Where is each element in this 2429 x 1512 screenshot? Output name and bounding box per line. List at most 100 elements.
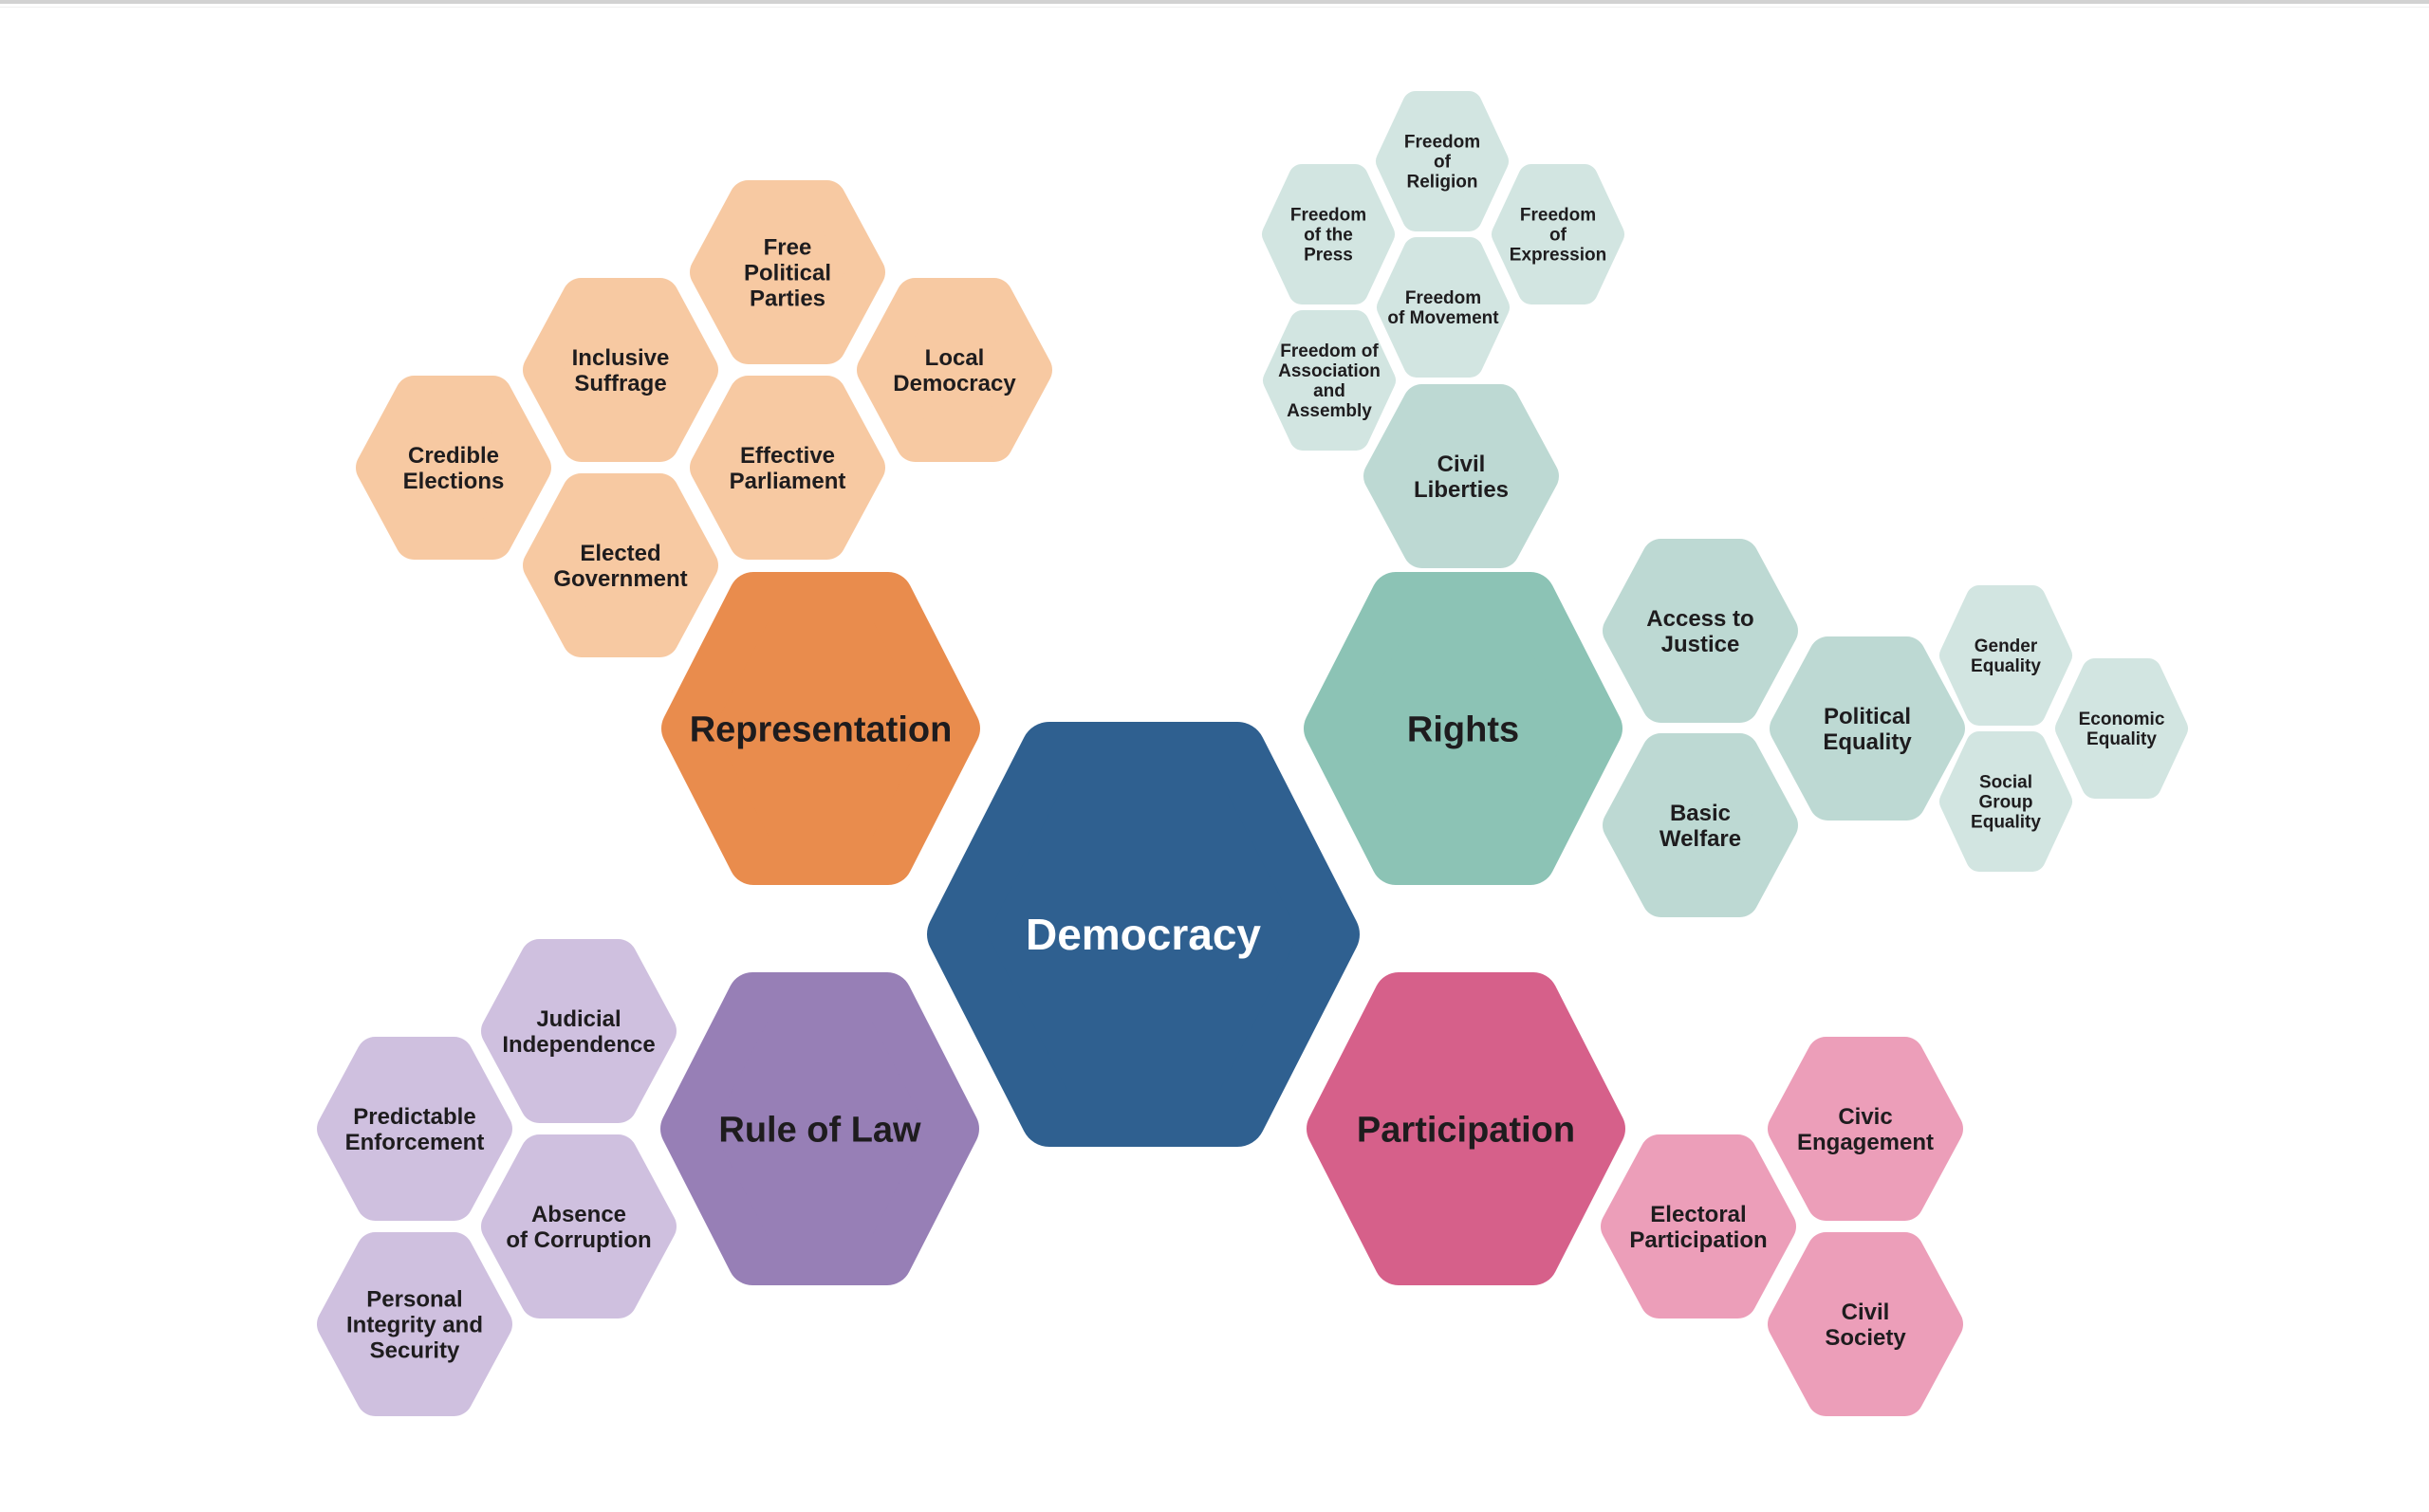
hex-elected-government-label: Elected Government: [553, 541, 687, 592]
hex-gender-equality-label-line-1: Equality: [1971, 656, 2041, 676]
hex-rights-shape: [1304, 572, 1622, 885]
hex-freedom-of-the-press-shape: [1262, 164, 1395, 304]
hex-local-democracy-label-line-0: Local: [925, 345, 985, 371]
hex-rights-label-line-0: Rights: [1407, 710, 1519, 749]
hex-gender-equality-label-line-0: Gender: [1975, 636, 2038, 656]
hex-local-democracy: Local Democracy: [857, 278, 1052, 462]
hex-personal-integrity-and-security-label-line-1: Integrity and: [346, 1312, 483, 1337]
hex-civic-engagement-shape: [1768, 1037, 1963, 1221]
hex-democracy-shape: [927, 722, 1360, 1147]
hex-credible-elections-label: Credible Elections: [403, 443, 505, 494]
hex-social-group-equality: Social Group Equality: [1939, 731, 2072, 872]
hex-free-political-parties-label: Free Political Parties: [744, 234, 831, 311]
hex-freedom-of-the-press-label-line-0: Freedom: [1290, 206, 1366, 226]
hex-economic-equality-label: Economic Equality: [2079, 710, 2165, 749]
hex-credible-elections: Credible Elections: [356, 376, 551, 560]
hex-basic-welfare-label: Basic Welfare: [1660, 801, 1741, 852]
hex-social-group-equality-label-line-0: Social: [1979, 773, 2032, 793]
hex-civil-liberties-shape: [1363, 384, 1559, 568]
hex-civil-liberties-label-line-1: Liberties: [1414, 477, 1509, 503]
hex-freedom-of-expression-label-line-1: of: [1549, 226, 1567, 246]
hex-rule-of-law-shape: [660, 972, 979, 1285]
hex-personal-integrity-and-security-label: Personal Integrity and Security: [346, 1286, 483, 1363]
hex-freedom-of-expression-shape: [1492, 164, 1624, 304]
hex-elected-government-label-line-1: Government: [553, 566, 687, 592]
hex-civil-society-label-line-1: Society: [1825, 1325, 1906, 1351]
hex-effective-parliament-shape: [690, 376, 885, 560]
hex-rights-label: Rights: [1407, 710, 1519, 749]
hex-electoral-participation-label-line-0: Electoral: [1650, 1202, 1746, 1227]
hex-democracy-label: Democracy: [1026, 910, 1261, 959]
hex-social-group-equality-label-line-1: Group: [1979, 793, 2033, 813]
hex-effective-parliament-label-line-1: Parliament: [730, 469, 846, 494]
hex-absence-of-corruption: Absence of Corruption: [481, 1134, 677, 1318]
hex-civil-society-label-line-0: Civil: [1842, 1300, 1890, 1325]
hex-credible-elections-shape: [356, 376, 551, 560]
hex-free-political-parties-shape: [690, 180, 885, 364]
hex-access-to-justice-label-line-0: Access to: [1646, 606, 1753, 632]
hex-free-political-parties-label-line-1: Political: [744, 260, 831, 286]
hex-freedom-of-the-press-label: Freedom of the Press: [1290, 206, 1366, 266]
hex-effective-parliament-label: Effective Parliament: [730, 443, 846, 494]
hex-judicial-independence-label-line-0: Judicial: [536, 1006, 621, 1032]
hex-political-equality-label: Political Equality: [1823, 704, 1912, 755]
hex-freedom-of-expression-label: Freedom of Expression: [1510, 206, 1606, 266]
hex-freedom-of-association-and-assembly-label-line-1: Association: [1278, 361, 1381, 381]
hex-participation-label: Participation: [1357, 1110, 1575, 1150]
hex-access-to-justice-label: Access to Justice: [1646, 606, 1753, 657]
hex-freedom-of-association-and-assembly-label: Freedom of Association and Assembly: [1278, 341, 1381, 421]
hex-participation: Participation: [1307, 972, 1625, 1285]
hex-freedom-of-religion-label-line-1: of: [1434, 153, 1452, 173]
hex-freedom-of-the-press-label-line-2: Press: [1304, 246, 1353, 266]
hex-economic-equality-label-line-0: Economic: [2079, 710, 2165, 729]
hex-absence-of-corruption-label-line-1: of Corruption: [506, 1227, 651, 1253]
hex-freedom-of-the-press: Freedom of the Press: [1262, 164, 1395, 304]
hex-freedom-of-religion-label-line-2: Religion: [1407, 173, 1478, 193]
hex-freedom-of-expression-label-line-0: Freedom: [1520, 206, 1596, 226]
hex-freedom-of-expression-label-line-2: Expression: [1510, 246, 1606, 266]
hex-freedom-of-association-and-assembly: Freedom of Association and Assembly: [1263, 310, 1396, 451]
window-top-border-0: [0, 0, 2429, 4]
hex-freedom-of-religion-label-line-0: Freedom: [1404, 133, 1480, 153]
hex-participation-shape: [1307, 972, 1625, 1285]
hex-personal-integrity-and-security-label-line-0: Personal: [366, 1286, 462, 1312]
hex-economic-equality-label-line-1: Equality: [2086, 729, 2157, 749]
hex-basic-welfare-label-line-0: Basic: [1670, 801, 1731, 826]
hex-representation-label: Representation: [690, 710, 953, 749]
hex-inclusive-suffrage-shape: [523, 278, 718, 462]
hex-gender-equality-label: Gender Equality: [1971, 636, 2041, 676]
hex-freedom-of-association-and-assembly-label-line-0: Freedom of: [1280, 341, 1379, 361]
window-top-border-1: [0, 7, 2429, 8]
hex-personal-integrity-and-security-label-line-2: Security: [370, 1337, 460, 1363]
hex-predictable-enforcement-shape: [317, 1037, 512, 1221]
hex-electoral-participation-label: Electoral Participation: [1629, 1202, 1767, 1253]
hex-absence-of-corruption-label: Absence of Corruption: [506, 1202, 651, 1253]
hex-freedom-of-movement: Freedom of Movement: [1377, 237, 1510, 378]
hex-social-group-equality-shape: [1939, 731, 2072, 872]
hex-access-to-justice: Access to Justice: [1603, 539, 1798, 723]
hex-elected-government-shape: [523, 473, 718, 657]
hex-electoral-participation-label-line-1: Participation: [1629, 1227, 1767, 1253]
hex-freedom-of-the-press-label-line-1: of the: [1304, 226, 1353, 246]
hex-personal-integrity-and-security: Personal Integrity and Security: [317, 1232, 512, 1416]
hex-elected-government-label-line-0: Elected: [580, 541, 660, 566]
hex-participation-label-line-0: Participation: [1357, 1110, 1575, 1150]
hex-gender-equality: Gender Equality: [1939, 585, 2072, 726]
hex-freedom-of-movement-shape: [1377, 237, 1510, 378]
hex-civic-engagement-label-line-0: Civic: [1838, 1104, 1892, 1130]
hex-inclusive-suffrage-label-line-0: Inclusive: [572, 345, 670, 371]
hex-credible-elections-label-line-1: Elections: [403, 469, 505, 494]
hex-effective-parliament-label-line-0: Effective: [740, 443, 835, 469]
hex-freedom-of-movement-label-line-0: Freedom: [1405, 288, 1481, 308]
hex-rule-of-law-label-line-0: Rule of Law: [718, 1110, 921, 1150]
hex-inclusive-suffrage-label-line-1: Suffrage: [574, 371, 666, 396]
hex-freedom-of-expression: Freedom of Expression: [1492, 164, 1624, 304]
hex-representation-shape: [661, 572, 980, 885]
hex-civil-liberties: Civil Liberties: [1363, 384, 1559, 568]
hex-judicial-independence-shape: [481, 939, 677, 1123]
hex-rule-of-law-label: Rule of Law: [718, 1110, 921, 1150]
hex-freedom-of-association-and-assembly-label-line-2: and: [1313, 381, 1345, 401]
hex-representation: Representation: [661, 572, 980, 885]
hex-personal-integrity-and-security-shape: [317, 1232, 512, 1416]
